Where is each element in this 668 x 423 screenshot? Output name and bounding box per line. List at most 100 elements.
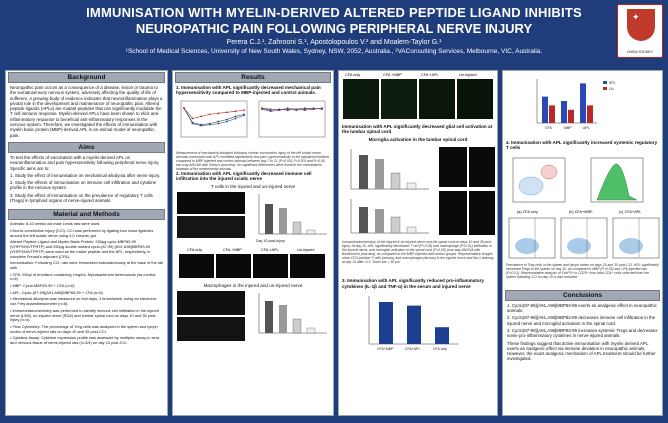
data-point — [191, 117, 194, 120]
series-line — [183, 107, 245, 119]
poster-header: IMMUNISATION WITH MYELIN-DERIVED ALTERED… — [0, 0, 668, 62]
data-point — [295, 108, 298, 110]
tick-label: CFA+APL — [405, 347, 421, 351]
aims-item: 1. Study the effect of immunisation on m… — [10, 172, 161, 178]
data-point — [303, 109, 306, 111]
series-line — [183, 107, 245, 125]
microglia-micrograph — [469, 191, 495, 236]
methods-line: • Immunohistochemistry was performed to … — [10, 307, 159, 323]
data-point — [243, 114, 245, 117]
methods-line: Immunisation: Following CCI, rats were i… — [10, 260, 163, 270]
chart-frame — [180, 100, 248, 138]
tick-label: CFA — [545, 126, 552, 130]
microglia-micrograph — [469, 147, 495, 188]
data-point — [200, 115, 203, 118]
result-1-caption: Measurement of mechanical allodynia foll… — [176, 150, 330, 170]
bar — [587, 105, 593, 123]
data-point — [217, 122, 220, 125]
micrograph-uninjured — [290, 254, 325, 279]
microglia-cfa — [343, 79, 379, 119]
methods-line: • Flow Cytometry: The percentage of Treg… — [10, 324, 158, 334]
aims-text: To test the effects of vaccination with … — [6, 154, 167, 206]
flow-panel-label: (a) CFA only — [517, 209, 538, 214]
result-2-title: 2. Immunisation with APL significantly d… — [176, 170, 312, 182]
data-point — [278, 109, 281, 111]
day-label: Day 10 post-injury — [256, 239, 285, 244]
data-point — [217, 120, 220, 123]
micrograph-label: CFA only — [345, 73, 361, 77]
tick-label: APL — [583, 126, 590, 130]
tcell-subtitle: T cells in the injured and un-injured ne… — [210, 183, 296, 189]
flow-gating — [503, 152, 662, 210]
data-point — [208, 123, 211, 126]
bar — [542, 96, 548, 123]
microglia-figure — [339, 143, 497, 239]
micrograph-label: CFA +APL — [261, 248, 279, 253]
data-point — [321, 107, 323, 109]
authors: Perera C.J.¹, Zahrooni S.¹, Apostolopoul… — [226, 39, 442, 46]
data-point — [234, 115, 237, 118]
result-3-caption: Immunohistochemistry of the injured & un… — [342, 240, 494, 265]
microglia-micrograph — [439, 147, 467, 188]
bar — [549, 105, 555, 123]
background-heading: Background — [8, 72, 165, 83]
series-line — [183, 107, 245, 126]
conclusion-item: 1. Cyclo(87-99)[A91,A96]MBP83-99 exerts … — [507, 302, 657, 314]
tick-label: CFA only — [433, 347, 447, 351]
macro-bar-chart — [258, 293, 327, 334]
background-text: Neuropathic pain occurs as a consequence… — [10, 85, 163, 138]
data-point — [234, 117, 237, 120]
microglia-subtitle: Microglia activation in the lumbar spina… — [368, 136, 468, 142]
result-1-title: 1. Immunisation with APL significantly d… — [176, 85, 321, 96]
legend-label: LN — [609, 87, 614, 91]
micrograph-label: Un-injured — [459, 73, 477, 77]
bar — [379, 302, 393, 345]
conclusions-text: 1. Cyclo(87-99)[A91,A96]MBP83-99 exerts … — [503, 302, 662, 365]
legend-label: SPL — [609, 81, 616, 85]
micrograph-label: CFA only — [187, 248, 203, 253]
microglia-bar-chart — [350, 149, 429, 190]
micrograph-row: CFA only CFA +MBP CFA +APL Un-injured — [173, 248, 333, 280]
macro-subtitle: Macrophages in the injured and un-injure… — [203, 283, 303, 289]
macro-figure — [173, 289, 333, 345]
micrograph-label: CFA +MBP — [383, 73, 402, 77]
microglia-apl — [419, 79, 455, 119]
result-5-caption: Prevalence of Treg cells in the spleen a… — [506, 262, 659, 279]
data-point — [269, 110, 272, 112]
result-5-title: 4. Immunisation with APL significantly i… — [506, 140, 658, 151]
methods-heading: Material and Methods — [8, 209, 165, 221]
data-point — [243, 109, 245, 111]
allodynia-chart — [180, 100, 326, 138]
crest-icon — [627, 9, 655, 41]
methods-line: • Cytokine Assay: Cytokine expression pr… — [10, 335, 160, 346]
micrograph-apl — [253, 254, 288, 279]
methods-line: Chronic constriction injury (CCI): CCI w… — [10, 228, 154, 238]
column-1: Background Neuropathic pain occurs as a … — [5, 70, 168, 416]
microglia-row: CFA only CFA +MBP CFA +APL Un-injured — [339, 71, 497, 123]
data-point — [225, 120, 228, 123]
conclusion-item: 2. Cyclo(87-99)[A91,A96]MBP83-99 decreas… — [507, 315, 656, 326]
aims-item: 3. Study the effect of immunisation on t… — [10, 192, 153, 204]
flow-panels: (a) CFA only (b) CFA+MBP (c) CFA+APL — [503, 210, 662, 262]
tcell-figure: Day 10 post-injury — [173, 190, 333, 248]
micrograph-label: Un-injured — [297, 248, 315, 253]
data-point — [225, 118, 228, 121]
data-point — [286, 107, 289, 109]
conclusion-item: 3. Cyclo(87-99)[A91,A96]MBP83-99 increas… — [507, 328, 658, 339]
flow-dot-plot — [512, 157, 566, 203]
data-point — [208, 113, 211, 116]
result-4-title: 3. Immunisation with APL significantly r… — [342, 278, 484, 289]
bar — [407, 305, 421, 345]
data-point — [312, 108, 315, 110]
title-line-2: NEUROPATHIC PAIN FOLLOWING PERIPHERAL NE… — [135, 21, 533, 36]
flow-panel-label: (b) CFA+MBP — [569, 209, 593, 214]
legend-swatch — [603, 81, 607, 84]
data-point — [261, 107, 263, 109]
aims-intro: To test the effects of vaccination with … — [10, 154, 160, 171]
flow-histogram — [590, 157, 644, 203]
data-point — [269, 108, 272, 110]
chart-frame — [258, 100, 326, 138]
bar — [580, 83, 586, 123]
methods-line: Altered Peptide Ligand and Myelin Basic … — [10, 239, 151, 259]
methods-line: Animals: 8-10 weeks old male Lewis rats … — [10, 221, 101, 227]
